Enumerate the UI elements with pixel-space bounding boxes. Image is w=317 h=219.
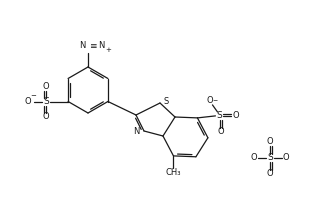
Text: −: − bbox=[213, 97, 218, 102]
Text: O: O bbox=[283, 154, 289, 162]
Text: O: O bbox=[217, 127, 224, 136]
Text: N: N bbox=[134, 127, 140, 136]
Text: S: S bbox=[267, 154, 273, 162]
Text: O: O bbox=[267, 138, 273, 147]
Text: O: O bbox=[206, 96, 213, 105]
Text: O: O bbox=[25, 97, 31, 106]
Text: O: O bbox=[267, 170, 273, 178]
Text: ≡: ≡ bbox=[89, 42, 96, 51]
Text: S: S bbox=[43, 97, 49, 106]
Text: N: N bbox=[80, 41, 86, 51]
Text: O: O bbox=[251, 154, 257, 162]
Text: N: N bbox=[98, 41, 104, 51]
Text: CH₃: CH₃ bbox=[166, 168, 181, 177]
Text: S: S bbox=[217, 111, 222, 120]
Text: +: + bbox=[105, 47, 111, 53]
Text: S: S bbox=[164, 97, 169, 106]
Text: O: O bbox=[43, 112, 49, 121]
Text: O: O bbox=[232, 111, 239, 120]
Text: −: − bbox=[30, 92, 36, 99]
Text: O: O bbox=[43, 82, 49, 91]
